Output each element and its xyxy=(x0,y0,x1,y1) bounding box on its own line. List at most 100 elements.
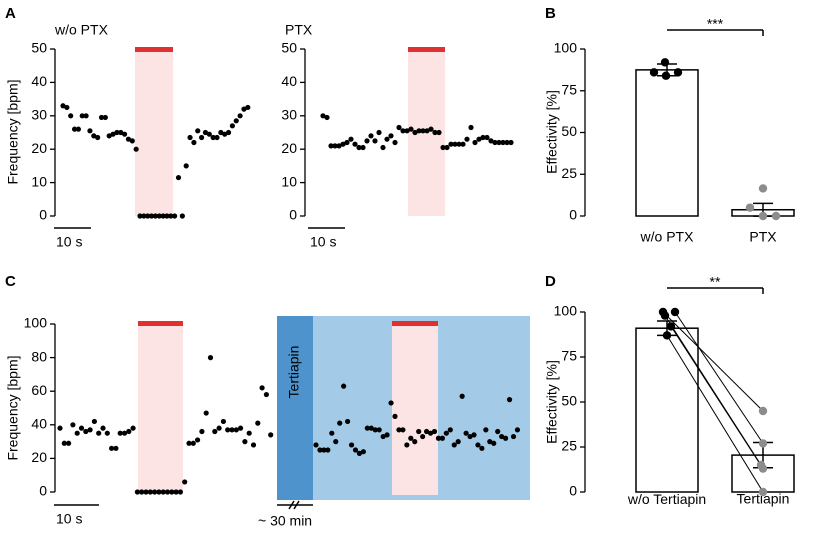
data-point xyxy=(129,138,135,144)
data-point xyxy=(75,126,81,132)
data-point xyxy=(147,489,153,495)
data-point xyxy=(139,489,145,495)
y-tick-label: 20 xyxy=(31,449,47,465)
data-point xyxy=(199,428,205,435)
data-point xyxy=(117,430,123,436)
data-point xyxy=(420,433,426,440)
data-point xyxy=(83,428,89,435)
pair-line xyxy=(670,326,764,469)
data-point xyxy=(225,427,231,433)
stim-region xyxy=(392,324,438,495)
data-point xyxy=(206,131,212,137)
data-point xyxy=(356,144,362,151)
data-point xyxy=(134,489,140,495)
scale-label: 10 s xyxy=(56,511,82,527)
data-point xyxy=(404,128,410,134)
data-point xyxy=(122,131,128,137)
data-point xyxy=(360,449,366,455)
data-point xyxy=(79,113,85,119)
stim-region xyxy=(138,324,183,492)
y-tick-label: 100 xyxy=(554,303,578,319)
data-point xyxy=(451,442,457,448)
data-point xyxy=(424,428,430,435)
y-axis-label: Effectivity [%] xyxy=(544,90,560,174)
data-point xyxy=(195,128,201,134)
data-point xyxy=(484,134,490,141)
y-tick-label: 100 xyxy=(554,40,578,56)
data-point xyxy=(432,129,438,136)
y-tick-label: 50 xyxy=(31,40,47,56)
data-point xyxy=(233,427,239,433)
scale-label: 10 s xyxy=(310,234,336,250)
data-point xyxy=(496,139,502,146)
data-point xyxy=(476,136,482,142)
data-point xyxy=(400,128,406,134)
data-point xyxy=(408,435,414,441)
data-point xyxy=(199,134,205,141)
data-point xyxy=(210,134,216,141)
data-point xyxy=(268,432,274,438)
data-point xyxy=(242,439,248,445)
y-tick-label: 20 xyxy=(281,140,297,156)
data-point xyxy=(758,406,768,416)
data-point xyxy=(152,489,158,495)
data-point xyxy=(168,213,174,219)
data-point xyxy=(317,447,323,453)
data-point xyxy=(440,144,446,151)
data-point xyxy=(172,213,178,219)
data-point xyxy=(61,440,67,446)
data-point xyxy=(83,113,89,119)
data-point xyxy=(352,141,358,147)
y-tick-label: 50 xyxy=(561,393,577,409)
data-point xyxy=(348,442,355,448)
y-tick-label: 50 xyxy=(561,123,577,139)
panel-label: B xyxy=(545,5,556,22)
data-point xyxy=(245,104,251,111)
data-point xyxy=(771,211,781,221)
data-point xyxy=(246,430,252,436)
data-point xyxy=(448,141,454,147)
data-point xyxy=(336,143,342,149)
data-point xyxy=(416,128,422,134)
data-point xyxy=(250,442,257,448)
data-point xyxy=(660,58,670,67)
data-point xyxy=(220,418,226,425)
data-point xyxy=(661,71,671,80)
data-point xyxy=(452,141,458,147)
data-point xyxy=(412,439,418,445)
y-tick-label: 0 xyxy=(39,483,47,499)
y-tick-label: 0 xyxy=(569,207,577,223)
data-point xyxy=(408,126,414,132)
data-point xyxy=(388,400,394,406)
data-point xyxy=(190,440,196,446)
data-point xyxy=(121,430,128,436)
data-point xyxy=(491,440,497,446)
data-point xyxy=(506,397,513,403)
x-tick-label: PTX xyxy=(749,229,777,245)
data-point xyxy=(499,433,505,440)
data-point xyxy=(329,430,335,436)
data-point xyxy=(447,427,453,433)
data-point xyxy=(145,213,151,219)
data-point xyxy=(141,213,147,219)
data-point xyxy=(392,139,398,146)
data-point xyxy=(320,113,326,119)
data-point xyxy=(191,139,197,146)
data-point xyxy=(175,174,182,181)
pair-line xyxy=(662,311,764,412)
data-point xyxy=(428,126,434,132)
panel-title: w/o PTX xyxy=(54,22,109,38)
data-point xyxy=(183,163,189,169)
data-point xyxy=(182,479,188,485)
panel-title: PTX xyxy=(285,22,313,38)
data-point xyxy=(380,433,386,440)
data-point xyxy=(758,211,768,221)
data-point xyxy=(649,68,659,77)
break-mark xyxy=(288,500,300,510)
data-point xyxy=(214,134,220,141)
data-point xyxy=(400,427,406,433)
data-point xyxy=(229,123,235,129)
data-point xyxy=(439,435,445,441)
y-tick-label: 40 xyxy=(31,416,47,432)
data-point xyxy=(431,428,438,435)
